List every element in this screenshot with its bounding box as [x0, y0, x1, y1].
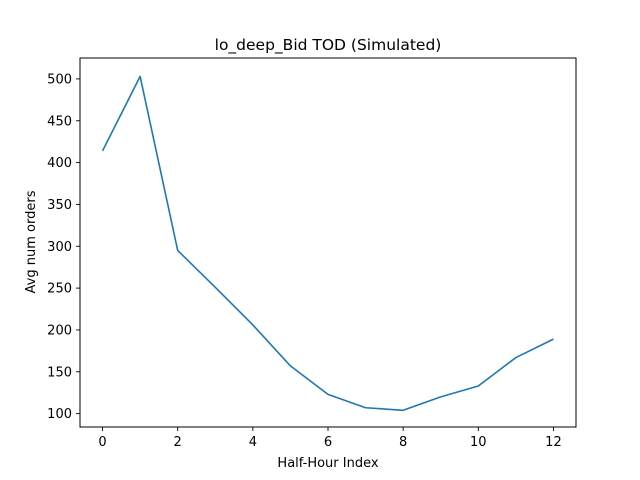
x-tick-label: 2: [174, 435, 182, 450]
series-line-0: [101, 75, 554, 412]
x-tick-label: 6: [324, 435, 332, 450]
y-axis: 100 150 200 250 300 350 400 450 500: [47, 72, 80, 422]
y-tick-label: 250: [47, 282, 72, 297]
y-tick-label: 350: [47, 198, 72, 213]
y-tick-label: 450: [47, 114, 72, 129]
x-tick-label: 10: [470, 435, 487, 450]
y-axis-label: Avg num orders: [24, 190, 39, 293]
x-tick-label: 0: [98, 435, 106, 450]
x-axis: 0 2 4 6 8 10 12: [98, 427, 562, 450]
x-tick-label: 8: [399, 435, 407, 450]
y-tick-label: 300: [47, 240, 72, 255]
y-tick-label: 200: [47, 323, 72, 338]
y-tick-label: 100: [47, 407, 72, 422]
x-axis-label: Half-Hour Index: [277, 456, 378, 471]
chart-title: lo_deep_Bid TOD (Simulated): [215, 36, 442, 55]
y-tick-label: 400: [47, 156, 72, 171]
series-group: [101, 75, 554, 412]
y-tick-label: 500: [47, 72, 72, 87]
y-tick-label: 150: [47, 365, 72, 380]
x-tick-label: 12: [545, 435, 562, 450]
x-tick-label: 4: [249, 435, 257, 450]
